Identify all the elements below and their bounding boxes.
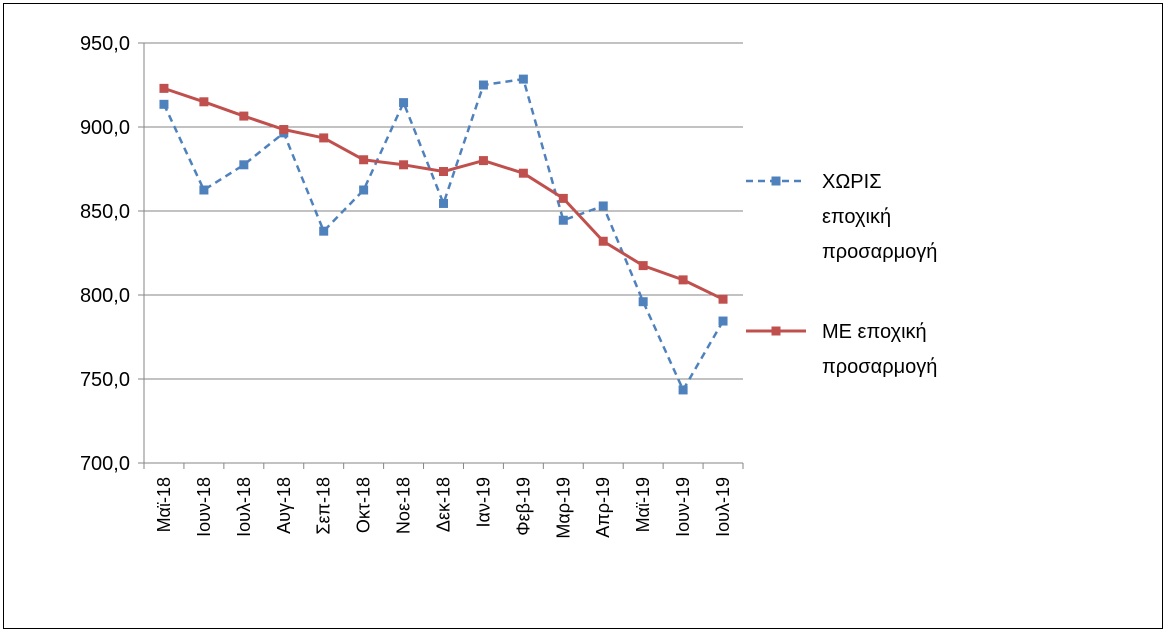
x-tick-label: Φεβ-19 [513,477,533,536]
legend-label: ΧΩΡΙΣ [822,171,882,193]
y-tick-label: 700,0 [80,453,130,475]
x-tick-label: Απρ-19 [593,477,613,538]
data-point [159,83,169,93]
data-point [638,261,648,271]
series-line [162,77,725,392]
data-point [399,98,409,108]
series-1 [159,74,728,395]
data-point [598,236,608,246]
y-tick-label: 850,0 [80,201,130,223]
y-tick-label: 800,0 [80,285,130,307]
legend-swatch-marker [771,176,781,186]
data-point [558,215,568,225]
data-point [598,201,608,211]
data-point [478,156,488,166]
legend-label: εποχική [822,206,891,228]
x-tick-label: Μαϊ-18 [154,477,174,532]
data-point [478,80,488,90]
data-point [678,275,688,285]
chart-frame [3,3,1163,629]
x-tick-label: Ιουν-18 [194,477,214,537]
y-tick-label: 900,0 [80,117,130,139]
data-point [199,97,209,107]
data-point [199,185,209,195]
x-tick-label: Ιουλ-18 [234,477,254,537]
x-tick-labels: Μαϊ-18 Ιουν-18 Ιουλ-18 Αυγ-18 Σεπ-18 Οκτ-18 Νο… [154,477,733,539]
legend-label: προσαρμογή [822,241,937,263]
series-2 [159,83,728,304]
data-point [359,185,369,195]
data-point [718,294,728,304]
data-point [439,198,448,208]
x-tick-label: Ιουλ-19 [713,477,733,537]
x-tick-label: Μαϊ-19 [633,477,653,532]
y-tick-label: 750,0 [80,369,130,391]
data-point [319,133,329,143]
legend-label: προσαρμογή [822,356,937,378]
x-tick-label: Σεπ-18 [314,477,334,535]
x-tick-label: Ιουν-19 [673,477,693,537]
data-point [439,167,448,177]
data-point [518,74,528,84]
x-tick-label: Ιαν-19 [473,477,493,527]
x-tick-label: Δεκ-18 [434,477,454,532]
data-point [678,385,688,395]
data-point [279,125,289,135]
data-point [718,316,728,326]
data-point [558,193,568,203]
data-point [359,155,369,165]
grid [138,42,744,469]
axes [143,43,743,464]
x-tick-label: Νοε-18 [394,477,414,534]
data-point [239,160,249,170]
x-tick-label: Αυγ-18 [274,477,294,534]
x-tick-label: Οκτ-18 [354,477,374,533]
data-point [518,168,528,178]
x-tick-label: Μαρ-19 [553,477,573,539]
legend-item-1: ΧΩΡΙΣ εποχική προσαρμογή [746,171,937,263]
series-group [159,74,728,395]
y-tick-labels: 700,0 750,0 800,0 850,0 900,0 950,0 [80,33,130,475]
data-point [319,226,329,236]
data-point [239,111,249,121]
legend-swatch-marker [771,326,781,336]
y-tick-label: 950,0 [80,33,130,55]
legend-item-2: ΜΕ εποχική προσαρμογή [746,321,937,378]
data-point [399,160,409,170]
legend-label: ΜΕ εποχική [822,321,927,343]
legend: ΧΩΡΙΣ εποχική προσαρμογή ΜΕ εποχική προσαρμο… [746,171,937,378]
data-point [159,99,169,109]
data-point [638,297,648,307]
